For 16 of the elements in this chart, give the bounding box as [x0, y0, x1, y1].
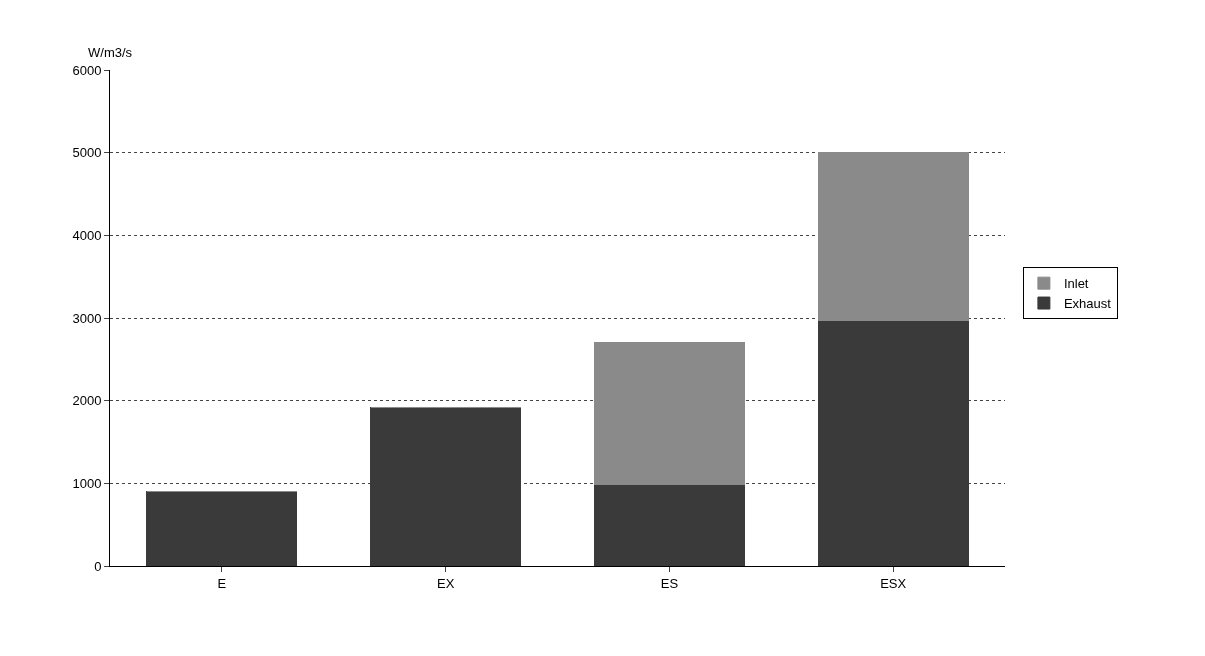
legend-label: Exhaust	[1063, 296, 1112, 312]
y-tick-label: 2000	[72, 393, 102, 409]
legend-label: Inlet	[1063, 276, 1089, 292]
x-tick-label: EX	[436, 575, 455, 591]
y-axis-title: W/m3/s	[88, 45, 133, 60]
y-tick-label: 0	[94, 558, 102, 574]
bar	[817, 152, 969, 321]
y-tick-label: 5000	[72, 145, 102, 161]
y-tick-label: 3000	[72, 310, 102, 326]
x-tick-label: ES	[660, 575, 679, 591]
y-tick-label: 1000	[72, 475, 102, 491]
y-tick-label: 4000	[72, 227, 102, 243]
bar	[593, 342, 745, 486]
x-tick-label: E	[217, 575, 227, 591]
x-tick-label: ESX	[880, 575, 907, 591]
y-tick-label: 6000	[72, 62, 102, 78]
